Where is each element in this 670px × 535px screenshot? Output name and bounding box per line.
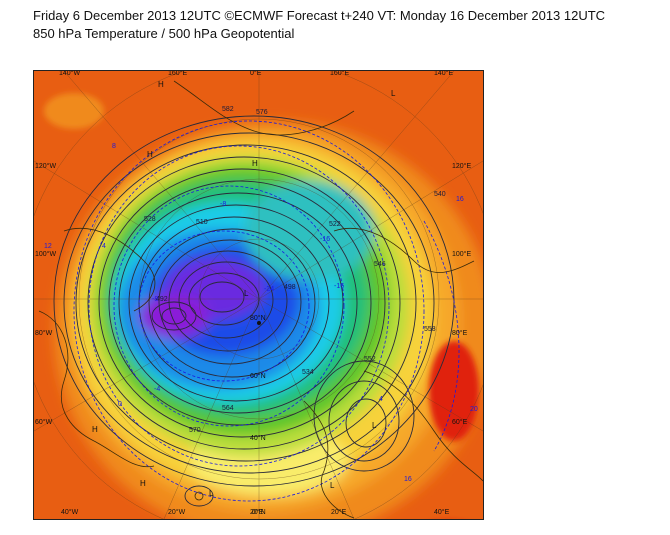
contour-label: 564 (222, 405, 234, 412)
contour-label: 558 (424, 326, 436, 333)
map-panel: 140°W 160°E 0°E 160°E 140°E 40°W 20°W 0°… (33, 70, 484, 520)
left-lon-label: 60°W (35, 419, 53, 426)
contour-label: 528 (144, 216, 156, 223)
right-lon-label: 100°E (452, 251, 472, 258)
temperature-label: 12 (44, 243, 52, 250)
contour-label: 570 (189, 427, 201, 434)
temperature-label: -16 (320, 236, 331, 243)
low-pressure-marker: L (372, 421, 377, 430)
lat-label: 40°N (250, 435, 266, 442)
contour-label: 522 (329, 221, 341, 228)
contour-label: 546 (374, 261, 386, 268)
title-line-2: 850 hPa Temperature / 500 hPa Geopotenti… (33, 26, 295, 41)
pole-marker (257, 321, 261, 325)
high-pressure-marker: H (92, 425, 98, 434)
bottom-lon-label: 20°E (331, 509, 347, 516)
title-line-1: Friday 6 December 2013 12UTC ©ECMWF Fore… (33, 8, 606, 23)
map-canvas (34, 71, 483, 519)
low-pressure-marker: L (244, 289, 249, 298)
bottom-lon-label: 0°E (252, 509, 264, 516)
coastlines (38, 80, 483, 519)
top-lon-label: 0°E (250, 70, 262, 77)
low-pressure-marker: L (391, 89, 396, 98)
temperature-label: 0 (118, 401, 122, 408)
temperature-label: 16 (456, 196, 464, 203)
contour-label: 498 (284, 284, 296, 291)
bottom-lon-label: 20°W (168, 509, 186, 516)
right-lon-label: 120°E (452, 163, 472, 170)
high-pressure-marker: H (140, 479, 146, 488)
contour-label: 510 (196, 219, 208, 226)
left-lon-label: 80°W (35, 330, 53, 337)
lat-label: 80°N (250, 315, 266, 322)
geopotential-contours (53, 115, 455, 507)
top-lon-label: 160°E (168, 70, 188, 77)
temperature-field (54, 121, 483, 519)
temperature-label: -24 (264, 286, 275, 293)
bottom-lon-label: 40°W (61, 509, 79, 516)
contour-label: 576 (256, 109, 268, 116)
top-lon-label: 140°E (434, 70, 454, 77)
left-lon-label: 100°W (35, 251, 57, 258)
high-pressure-marker: H (147, 150, 153, 159)
contour-label: 540 (434, 191, 446, 198)
bottom-lon-label: 40°E (434, 509, 450, 516)
top-lon-label: 140°W (59, 70, 81, 77)
temperature-label: -8 (220, 201, 227, 208)
high-pressure-marker: H (158, 80, 164, 89)
contour-label: 552 (364, 356, 376, 363)
low-pressure-marker: L (330, 481, 335, 490)
left-lon-label: 120°W (35, 163, 57, 170)
lat-label: 60°N (250, 373, 266, 380)
temperature-label: 4 (379, 396, 383, 403)
contour-label: 534 (302, 369, 314, 376)
low-pressure-marker: L (209, 489, 214, 498)
temperature-label: -8 (152, 296, 159, 303)
temperature-label: -16 (334, 283, 345, 290)
lat-label: 20°N (250, 509, 266, 516)
top-lon-label: 160°E (330, 70, 350, 77)
temperature-isotherms (73, 120, 460, 502)
temperature-label: 8 (112, 143, 116, 150)
right-lon-label: 60°E (452, 419, 468, 426)
right-lon-label: 80°E (452, 330, 468, 337)
contour-label: 582 (222, 106, 234, 113)
temperature-label: -4 (154, 386, 161, 393)
contour-label: 492 (156, 296, 168, 303)
temperature-label: 20 (470, 406, 478, 413)
temperature-label: 4 (102, 243, 106, 250)
temperature-label: 16 (404, 476, 412, 483)
high-pressure-marker: H (252, 159, 258, 168)
